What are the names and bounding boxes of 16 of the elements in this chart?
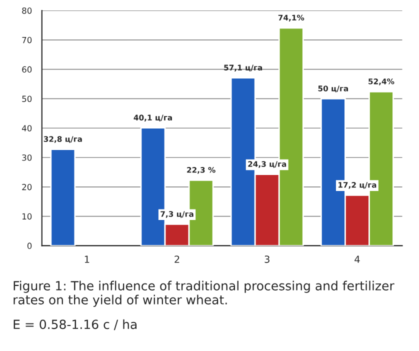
text: E = 0.58-1.16 c / ha xyxy=(14,319,137,330)
y-tick-label: 0 xyxy=(27,242,32,249)
y-tick-label: 10 xyxy=(22,213,32,220)
y-tick-label: 30 xyxy=(22,154,32,161)
y-tick-label: 50 xyxy=(22,96,32,102)
x-tick-label: 3 xyxy=(264,256,270,263)
caption: Figure 1: The influence of traditional processing and fertilizer rates on the yield of winter wheat. xyxy=(14,280,394,307)
y-tick-label: 40 xyxy=(22,125,32,132)
x-tick-label: 4 xyxy=(354,256,360,263)
y-tick-label: 20 xyxy=(22,184,32,190)
y-tick-label: 70 xyxy=(22,36,32,44)
x-tick-label: 1 xyxy=(84,256,90,263)
x-tick-label: 2 xyxy=(174,256,180,263)
y-tick-label: 60 xyxy=(22,66,32,73)
y-tick-label: 80 xyxy=(22,8,32,14)
bar xyxy=(50,148,76,246)
